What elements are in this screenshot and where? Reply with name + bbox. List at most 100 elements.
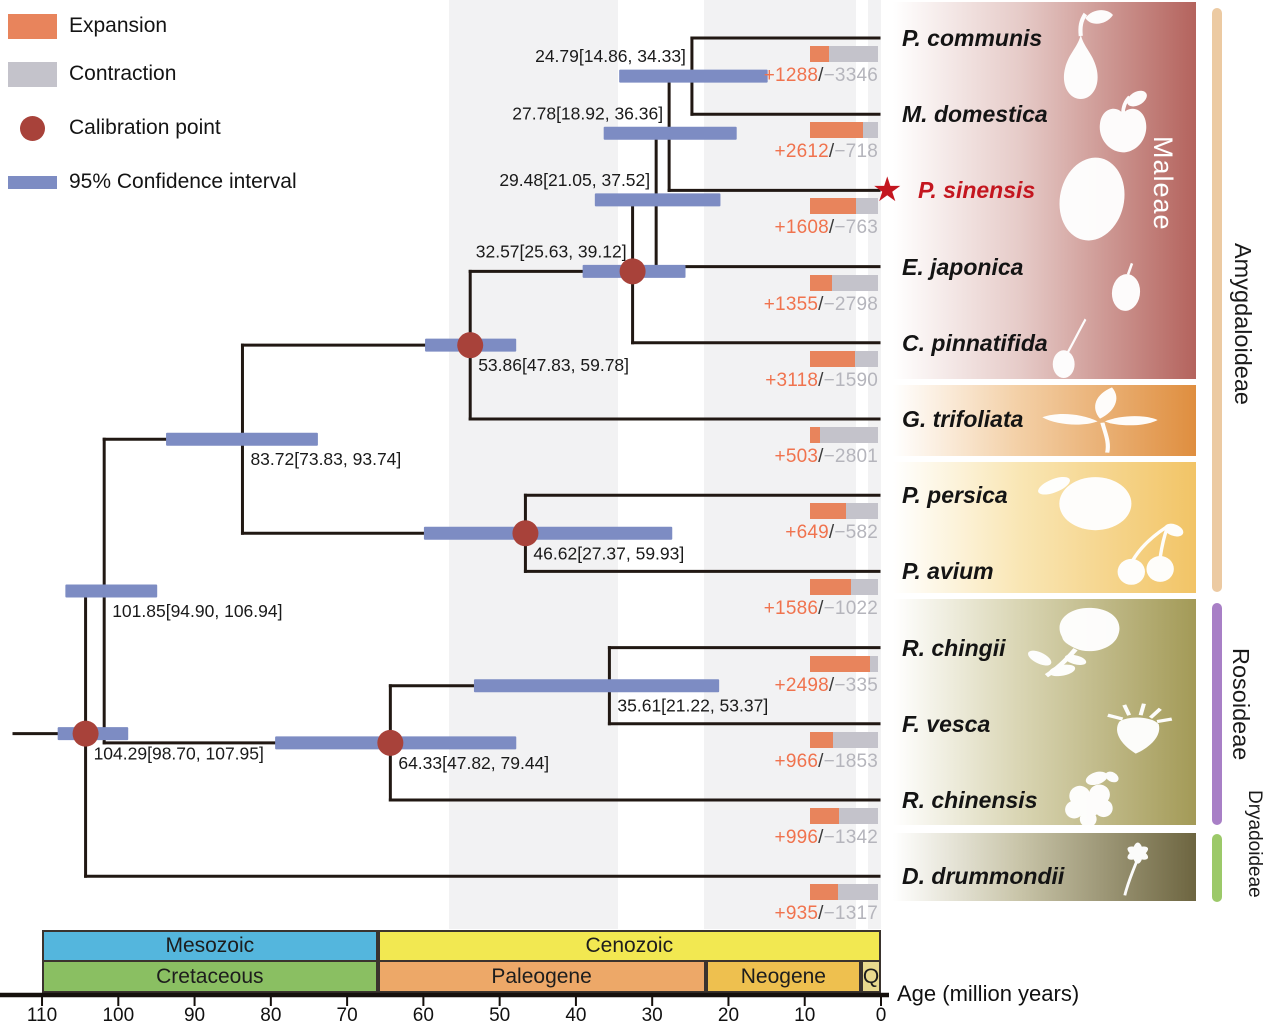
- gene-count-label: +966/−1853: [640, 751, 878, 773]
- gene-count-label: +503/−2801: [640, 446, 878, 468]
- calibration-point-swatch: [20, 115, 45, 141]
- species-label: P. persica: [902, 482, 1008, 509]
- gene-family-bar: [810, 655, 878, 672]
- gene-gain-count: +2498: [774, 674, 829, 696]
- node-age-label: 64.33[47.82, 79.44]: [398, 753, 549, 773]
- trifoliate-leaf-icon: [1042, 387, 1158, 453]
- count-separator: /: [818, 903, 824, 925]
- gene-gain-count: +2612: [774, 141, 829, 163]
- gene-loss-count: −335: [834, 674, 878, 696]
- expansion-swatch: [8, 13, 57, 39]
- legend-swatch-box: [8, 115, 57, 141]
- axis-tick-label: 100: [102, 1005, 135, 1024]
- clade-panel: [893, 599, 1196, 825]
- axis-tick-label: 20: [717, 1005, 740, 1024]
- gene-gain-count: +966: [774, 750, 819, 772]
- contraction-bar: [832, 274, 878, 291]
- count-separator: /: [818, 750, 824, 772]
- peach-icon: [1038, 476, 1132, 531]
- expansion-bar: [810, 46, 829, 62]
- node-age-label: 53.86[47.83, 59.78]: [478, 355, 629, 375]
- gene-loss-count: −718: [834, 141, 878, 163]
- confidence-interval-bar: [594, 193, 721, 207]
- gene-count-label: +996/−1342: [640, 827, 878, 849]
- calibration-point: [457, 332, 484, 359]
- raspberry-icon: [1065, 771, 1119, 828]
- era-shading-band: [704, 0, 856, 929]
- confidence-interval-bar: [619, 69, 768, 83]
- gene-family-bar: [810, 731, 878, 748]
- expansion-bar: [810, 655, 870, 672]
- gene-count-label: +1586/−1022: [640, 598, 878, 620]
- node-age-label: 24.79[14.86, 34.33]: [535, 46, 686, 66]
- gene-gain-count: +1355: [763, 293, 819, 315]
- count-separator: /: [818, 827, 824, 848]
- axis-title: Age (million years): [897, 981, 1080, 1006]
- hawthorn-icon: [1052, 318, 1087, 379]
- expansion-bar: [810, 427, 820, 443]
- contraction-bar: [863, 122, 878, 139]
- expansion-bar: [810, 731, 833, 748]
- contraction-bar: [839, 808, 878, 824]
- maleae-tribe-label: Maleae: [1148, 136, 1178, 231]
- species-label: E. japonica: [902, 253, 1024, 280]
- species-label: G. trifoliata: [902, 406, 1024, 432]
- species-label: R. chinensis: [902, 787, 1038, 813]
- count-separator: /: [818, 446, 824, 467]
- gene-family-bar: [810, 274, 878, 291]
- gene-gain-count: +3118: [765, 369, 819, 391]
- gene-family-bar: [810, 122, 878, 139]
- legend-swatch-box: [8, 61, 57, 87]
- gene-gain-count: +503: [774, 446, 819, 467]
- confidence-interval-swatch: [8, 175, 57, 189]
- node-age-label: 46.62[27.37, 59.93]: [533, 543, 684, 563]
- gene-family-bar: [810, 579, 878, 596]
- clade-bar-dryadoideae: [1212, 834, 1222, 902]
- clade-label-dryadoideae: Dryadoideae: [1244, 790, 1265, 898]
- contraction-bar: [856, 198, 878, 215]
- timescale-period-cretaceous: Cretaceous: [42, 960, 378, 993]
- gene-family-bar: [810, 198, 878, 215]
- clade-panel: [893, 833, 1196, 901]
- cherries-icon: [1117, 523, 1184, 585]
- gene-count-label: +1608/−763: [640, 217, 878, 239]
- confidence-interval-bar: [473, 679, 720, 693]
- expansion-bar: [810, 884, 838, 901]
- calibration-points: [72, 258, 646, 756]
- axis-tick-label: 50: [489, 1005, 511, 1024]
- count-separator: /: [828, 522, 835, 544]
- clade-bar-rosoideae: [1212, 603, 1222, 825]
- gene-family-bar: [810, 427, 878, 443]
- legend-item: Contraction: [8, 59, 176, 89]
- species-label: P. communis: [902, 25, 1043, 51]
- expansion-bar: [810, 122, 863, 139]
- axis-tick-label: 110: [26, 1005, 58, 1024]
- gene-gain-count: +935: [774, 903, 819, 925]
- legend-label: Calibration point: [69, 116, 221, 139]
- node-age-labels: 24.79[14.86, 34.33] 27.78[18.92, 36.36] 29…: [94, 46, 769, 773]
- species-label: P. avium: [902, 558, 994, 585]
- contraction-bar: [846, 503, 878, 520]
- node-age-label: 32.57[25.63, 39.12]: [476, 241, 627, 261]
- contraction-swatch: [8, 61, 57, 87]
- legend-item: Calibration point: [8, 113, 221, 143]
- legend-item: 95% Confidence interval: [8, 167, 297, 197]
- confidence-interval-bar: [65, 584, 158, 598]
- rose-icon: [1028, 607, 1120, 678]
- contraction-bar: [870, 655, 878, 672]
- axis-tick-label: 30: [641, 1005, 663, 1024]
- species-label: M. domestica: [902, 101, 1048, 128]
- clade-bar-amygdaloideae: [1212, 8, 1222, 592]
- axis-tick-label: 60: [412, 1005, 434, 1024]
- gene-count-label: +3118/−1590: [640, 370, 878, 392]
- gene-loss-count: −2798: [823, 293, 878, 315]
- species-label: C. pinnatifida: [902, 329, 1048, 356]
- confidence-interval-bar: [423, 526, 673, 540]
- gene-gain-count: +1586: [763, 598, 819, 620]
- axis-tick-label: 90: [183, 1005, 206, 1024]
- expansion-bar: [810, 503, 846, 520]
- contraction-bar: [838, 884, 878, 901]
- gene-count-label: +2498/−335: [640, 675, 878, 697]
